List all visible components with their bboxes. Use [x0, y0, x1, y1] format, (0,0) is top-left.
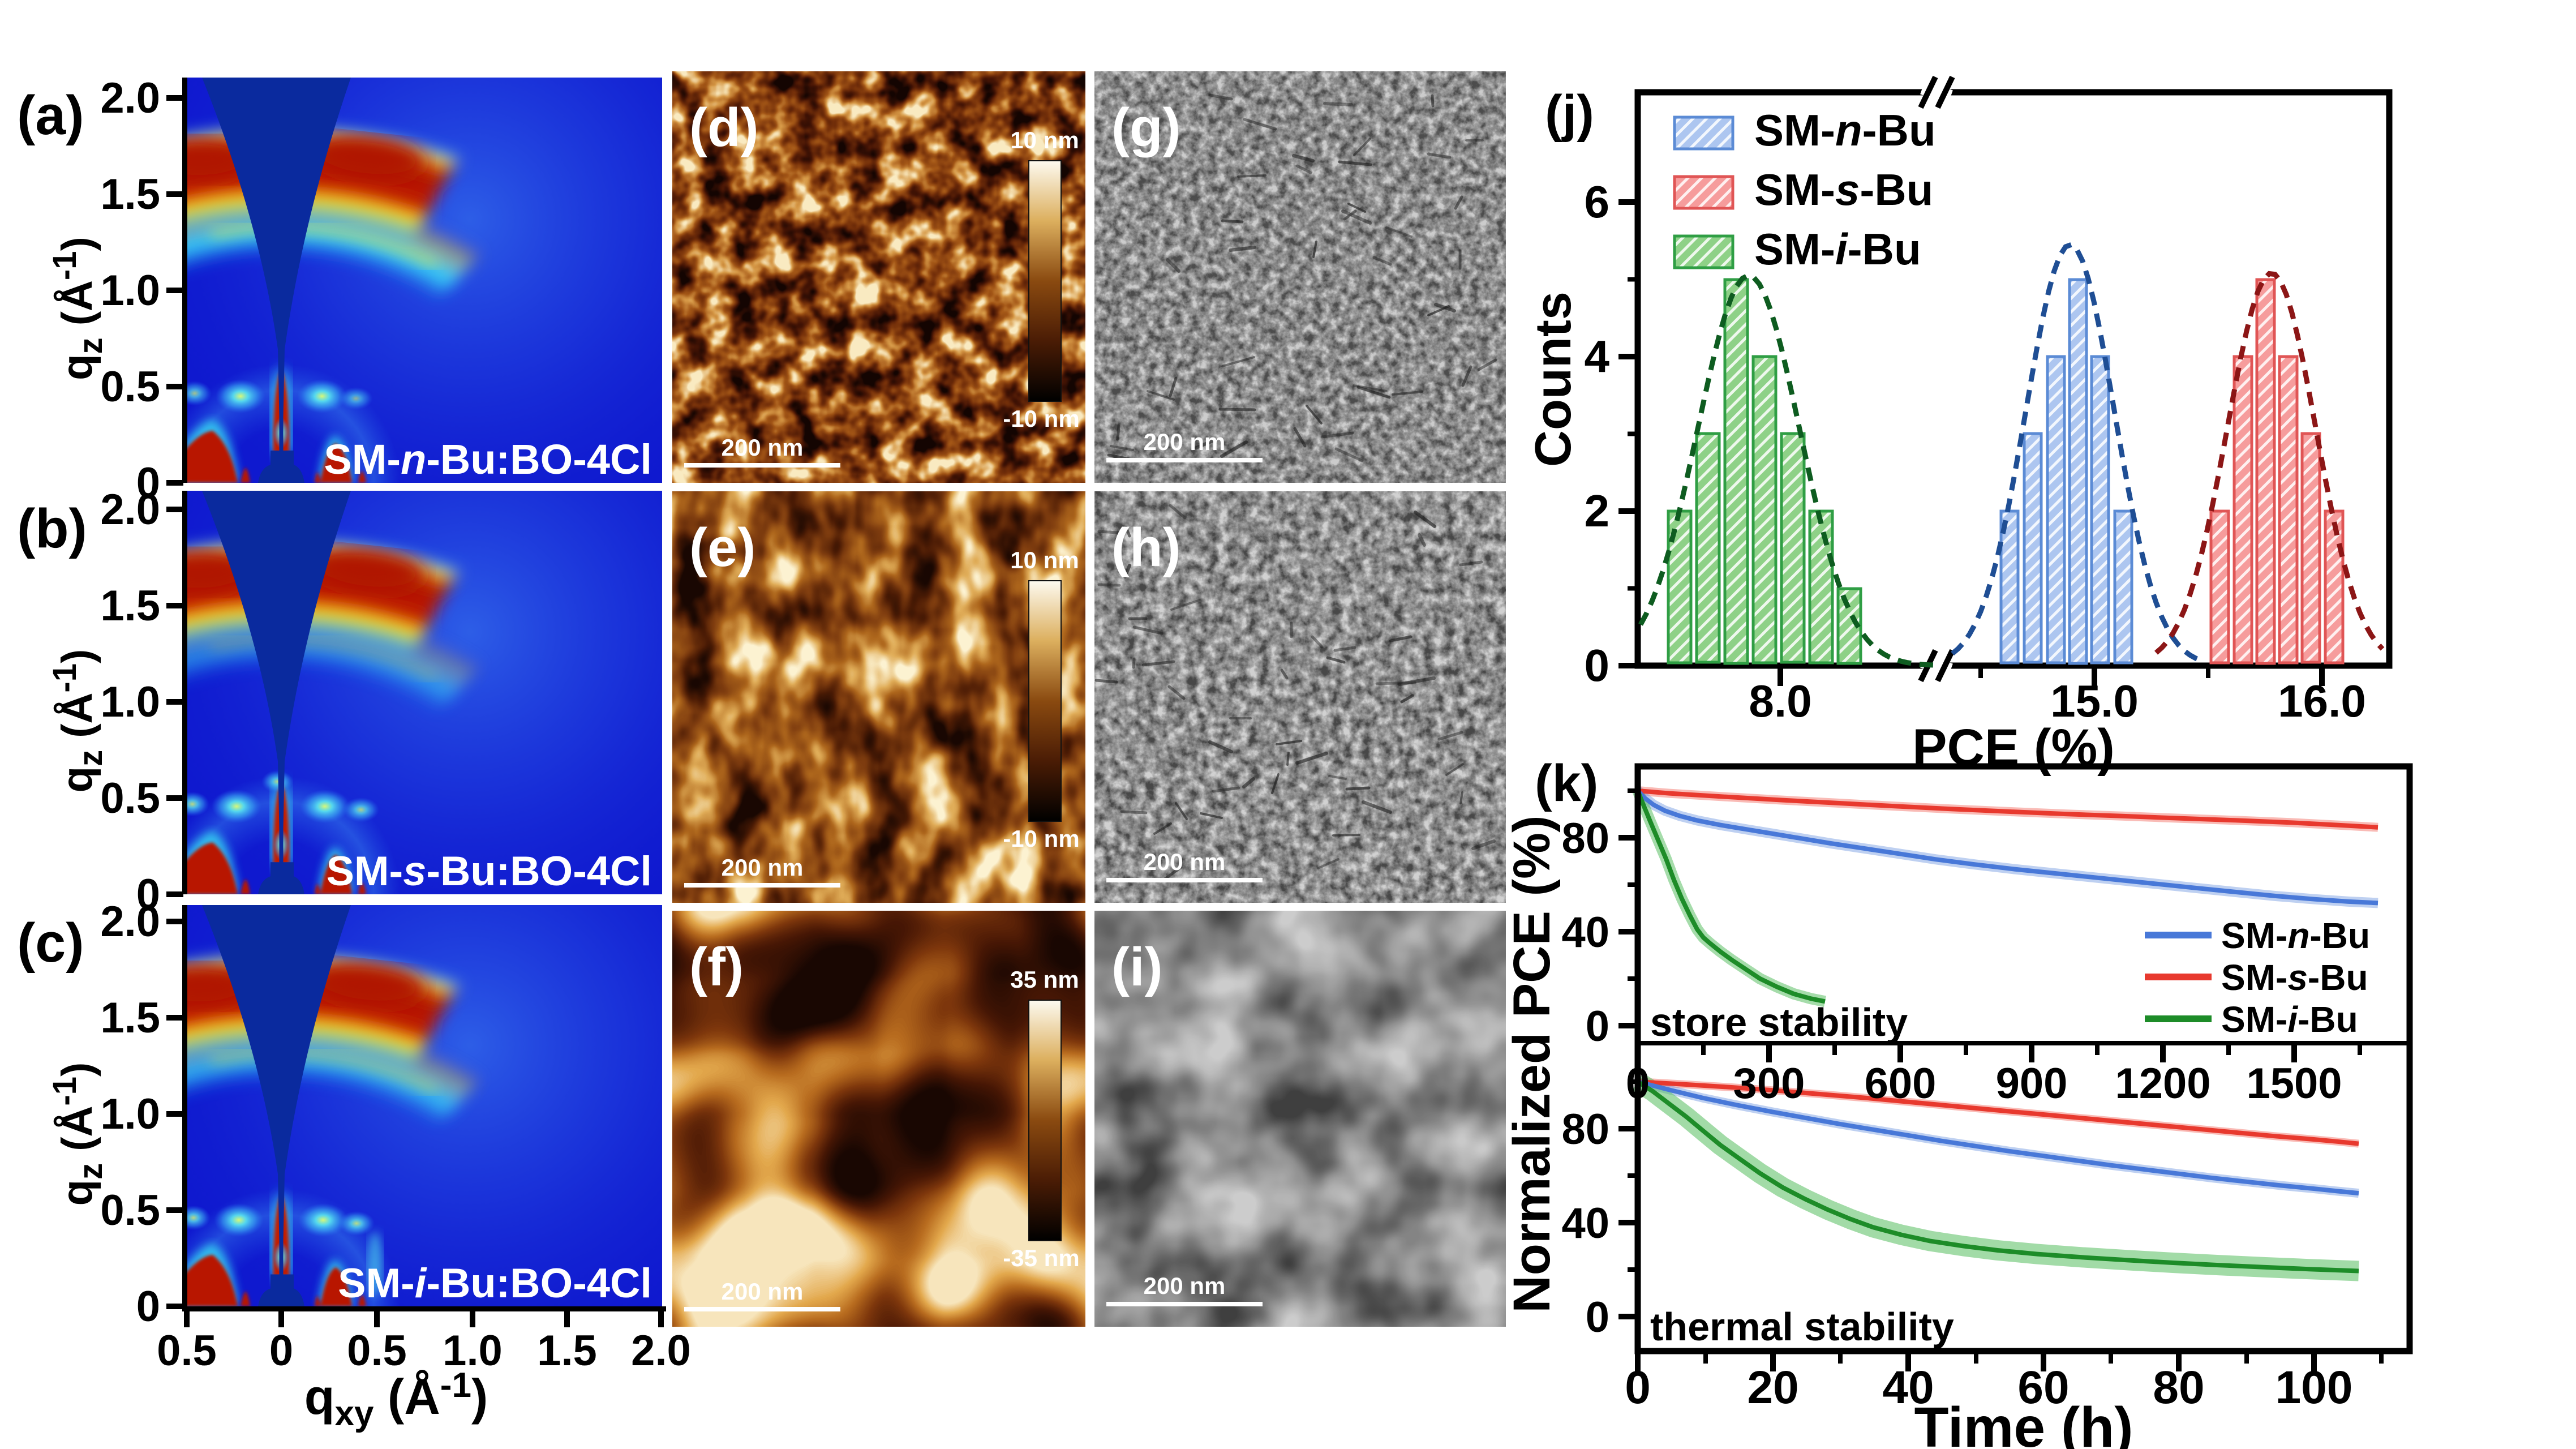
svg-text:1500: 1500 [2246, 1060, 2342, 1108]
svg-text:(c): (c) [17, 912, 84, 974]
svg-text:(j): (j) [1545, 85, 1594, 143]
svg-text:SM-s-Bu:BO-4Cl: SM-s-Bu:BO-4Cl [327, 847, 652, 894]
svg-text:qz (Å-1): qz (Å-1) [46, 649, 109, 793]
svg-text:0.5: 0.5 [157, 1327, 217, 1375]
svg-text:200 nm: 200 nm [722, 1278, 804, 1305]
svg-text:1.5: 1.5 [100, 994, 160, 1042]
svg-text:-10 nm: -10 nm [1003, 825, 1079, 852]
svg-text:8.0: 8.0 [1749, 676, 1811, 726]
svg-text:0: 0 [269, 1327, 293, 1375]
svg-text:2.0: 2.0 [631, 1327, 691, 1375]
svg-text:1.0: 1.0 [100, 678, 160, 726]
svg-text:15.0: 15.0 [2050, 676, 2139, 726]
svg-text:qz (Å-1): qz (Å-1) [46, 237, 109, 380]
svg-text:200 nm: 200 nm [1144, 848, 1226, 875]
svg-text:0: 0 [136, 871, 160, 919]
svg-text:SM-i-Bu: SM-i-Bu [1754, 224, 1921, 274]
svg-text:(f): (f) [689, 937, 744, 997]
svg-text:40: 40 [1882, 1362, 1934, 1413]
svg-text:(i): (i) [1111, 937, 1163, 997]
svg-text:0: 0 [1585, 640, 1610, 691]
svg-text:100: 100 [2276, 1362, 2353, 1413]
svg-text:10 nm: 10 nm [1010, 547, 1079, 573]
svg-text:0: 0 [1586, 1293, 1609, 1341]
svg-text:(b): (b) [17, 498, 87, 559]
svg-text:SM-i-Bu:BO-4Cl: SM-i-Bu:BO-4Cl [338, 1259, 652, 1306]
svg-text:(e): (e) [689, 517, 755, 578]
svg-text:4: 4 [1585, 331, 1610, 381]
svg-text:0: 0 [136, 1283, 160, 1331]
svg-text:SM-n-Bu: SM-n-Bu [1754, 105, 1936, 155]
svg-text:1.5: 1.5 [100, 170, 160, 218]
svg-text:1.0: 1.0 [100, 267, 160, 315]
svg-text:0: 0 [1586, 1002, 1609, 1051]
svg-text:(d): (d) [689, 97, 759, 158]
svg-text:20: 20 [1747, 1362, 1798, 1413]
svg-text:thermal stability: thermal stability [1650, 1305, 1954, 1349]
svg-text:SM-s-Bu: SM-s-Bu [1754, 165, 1933, 215]
svg-text:6: 6 [1585, 177, 1610, 227]
svg-text:0.5: 0.5 [100, 363, 160, 411]
svg-text:2.0: 2.0 [100, 486, 160, 534]
svg-text:300: 300 [1733, 1060, 1805, 1108]
svg-text:200 nm: 200 nm [1144, 1272, 1226, 1299]
svg-text:40: 40 [1561, 1199, 1609, 1247]
svg-text:35 nm: 35 nm [1010, 966, 1079, 993]
svg-text:60: 60 [2017, 1362, 2069, 1413]
svg-text:200 nm: 200 nm [722, 854, 804, 881]
svg-text:SM-n-Bu: SM-n-Bu [2221, 915, 2370, 956]
svg-text:0.5: 0.5 [100, 774, 160, 822]
svg-text:Counts: Counts [1525, 291, 1582, 467]
svg-text:200 nm: 200 nm [722, 434, 804, 461]
svg-text:40: 40 [1561, 908, 1609, 957]
svg-text:80: 80 [2153, 1362, 2204, 1413]
svg-text:10 nm: 10 nm [1010, 127, 1079, 153]
svg-text:store stability: store stability [1650, 1000, 1908, 1044]
svg-text:0: 0 [1625, 1362, 1651, 1413]
svg-text:1.5: 1.5 [537, 1327, 597, 1375]
svg-text:80: 80 [1561, 814, 1609, 863]
svg-text:2.0: 2.0 [100, 74, 160, 122]
svg-text:1.0: 1.0 [100, 1090, 160, 1138]
svg-text:SM-n-Bu:BO-4Cl: SM-n-Bu:BO-4Cl [324, 436, 652, 483]
svg-text:1.5: 1.5 [100, 582, 160, 630]
svg-text:SM-i-Bu: SM-i-Bu [2221, 999, 2358, 1040]
svg-text:-35 nm: -35 nm [1003, 1245, 1079, 1271]
svg-text:2.0: 2.0 [100, 898, 160, 946]
svg-text:200 nm: 200 nm [1144, 428, 1226, 455]
svg-text:900: 900 [1996, 1060, 2068, 1108]
svg-text:0: 0 [1626, 1060, 1650, 1108]
svg-text:16.0: 16.0 [2278, 676, 2366, 726]
svg-text:Normalized PCE (%): Normalized PCE (%) [1503, 815, 1561, 1313]
svg-text:1.0: 1.0 [443, 1327, 503, 1375]
svg-text:(g): (g) [1111, 97, 1181, 158]
svg-text:0.5: 0.5 [347, 1327, 407, 1375]
svg-text:(a): (a) [17, 84, 84, 146]
svg-text:0.5: 0.5 [100, 1186, 160, 1234]
svg-text:80: 80 [1561, 1105, 1609, 1154]
svg-text:Time (h): Time (h) [1914, 1396, 2133, 1449]
svg-text:1200: 1200 [2115, 1060, 2210, 1108]
svg-text:0: 0 [136, 459, 160, 507]
svg-text:-10 nm: -10 nm [1003, 405, 1079, 432]
svg-text:(h): (h) [1111, 517, 1181, 578]
svg-text:(k): (k) [1535, 754, 1598, 812]
svg-text:2: 2 [1585, 486, 1610, 536]
svg-text:SM-s-Bu: SM-s-Bu [2221, 957, 2368, 998]
svg-text:600: 600 [1865, 1060, 1937, 1108]
